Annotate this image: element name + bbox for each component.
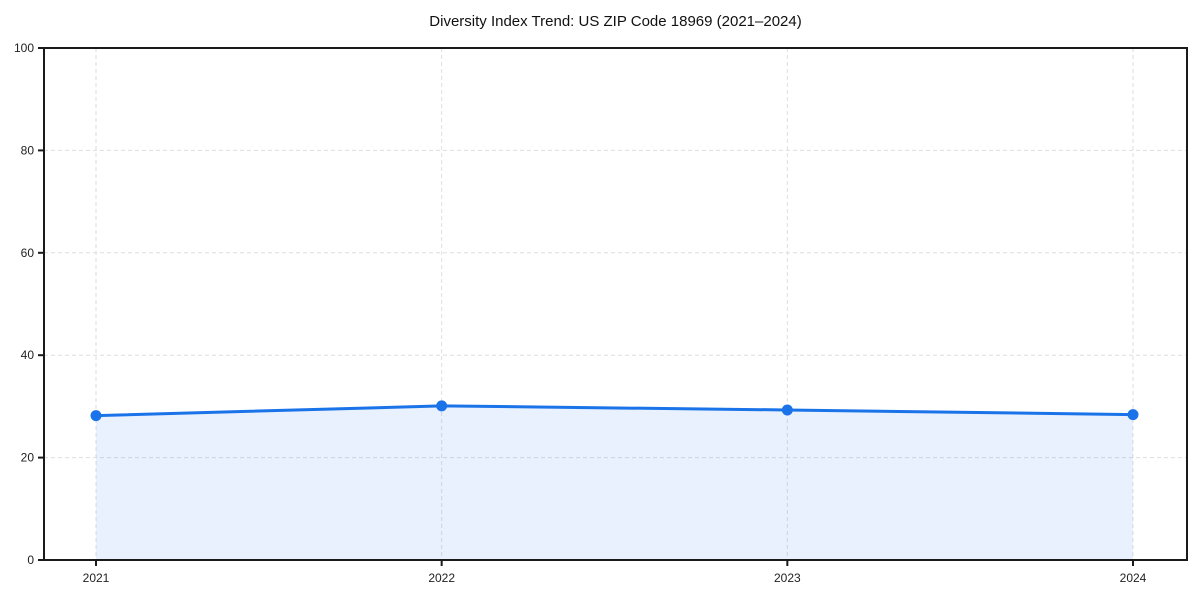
data-point-2021	[90, 410, 102, 422]
y-tick-label: 20	[21, 451, 35, 465]
plot-border	[43, 47, 1188, 561]
y-tick-label: 100	[14, 41, 34, 55]
x-tick-label: 2024	[1120, 571, 1147, 585]
y-tick-label: 0	[27, 553, 34, 567]
trend-line	[94, 404, 1135, 418]
x-tick-label: 2021	[83, 571, 110, 585]
y-tick-label: 60	[21, 246, 35, 260]
x-tick-label: 2023	[774, 571, 801, 585]
data-point-2024	[1127, 409, 1139, 421]
area-fill	[96, 405, 1133, 560]
x-tick-label: 2022	[428, 571, 455, 585]
y-tick-label: 80	[21, 143, 35, 157]
data-point-2022	[436, 400, 448, 412]
chart-title: Diversity Index Trend: US ZIP Code 18969…	[429, 13, 802, 30]
data-point-2023	[781, 404, 793, 416]
y-tick-label: 40	[21, 348, 35, 362]
